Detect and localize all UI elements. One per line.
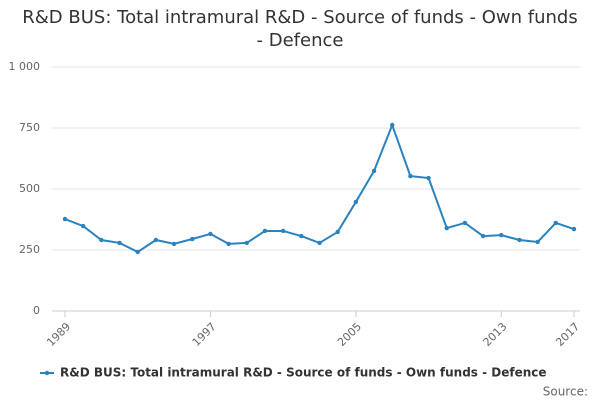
point — [499, 232, 504, 238]
y-tick-label: 750 — [19, 121, 40, 134]
point — [244, 240, 249, 246]
x-tick-label: 2017 — [553, 320, 582, 349]
point — [135, 249, 140, 255]
y-tick-label: 1 000 — [9, 60, 41, 73]
point — [517, 237, 522, 243]
point — [299, 233, 304, 239]
point — [408, 173, 413, 179]
y-tick-label: 250 — [19, 243, 40, 256]
y-tick-label: 500 — [19, 182, 40, 195]
point — [190, 236, 195, 242]
point — [571, 226, 577, 232]
point — [99, 237, 104, 243]
chart-title: R&D BUS: Total intramural R&D - Source o… — [22, 7, 578, 51]
point — [153, 237, 159, 243]
source: Source: — [543, 385, 588, 399]
legend-label: R&D BUS: Total intramural R&D - Source o… — [60, 366, 547, 380]
x-tick-label: 1989 — [44, 320, 73, 349]
x-tick-label: 1997 — [190, 320, 219, 349]
point — [280, 228, 286, 234]
point — [390, 122, 395, 128]
point — [462, 220, 468, 226]
point — [335, 229, 340, 235]
point — [80, 223, 86, 229]
point — [262, 228, 268, 234]
point — [171, 241, 177, 247]
point — [553, 220, 559, 226]
point — [208, 231, 213, 237]
legend-symbol — [44, 370, 50, 376]
point — [62, 216, 68, 222]
point — [426, 175, 431, 181]
point — [353, 199, 359, 205]
point — [117, 240, 122, 246]
y-tick-label: 0 — [33, 304, 40, 317]
point — [480, 233, 486, 239]
point — [226, 241, 231, 247]
x-tick-label: 2013 — [481, 320, 510, 349]
point — [535, 239, 540, 245]
point — [317, 240, 322, 246]
point — [444, 225, 449, 231]
point — [371, 168, 377, 174]
x-tick-label: 2005 — [335, 320, 364, 349]
